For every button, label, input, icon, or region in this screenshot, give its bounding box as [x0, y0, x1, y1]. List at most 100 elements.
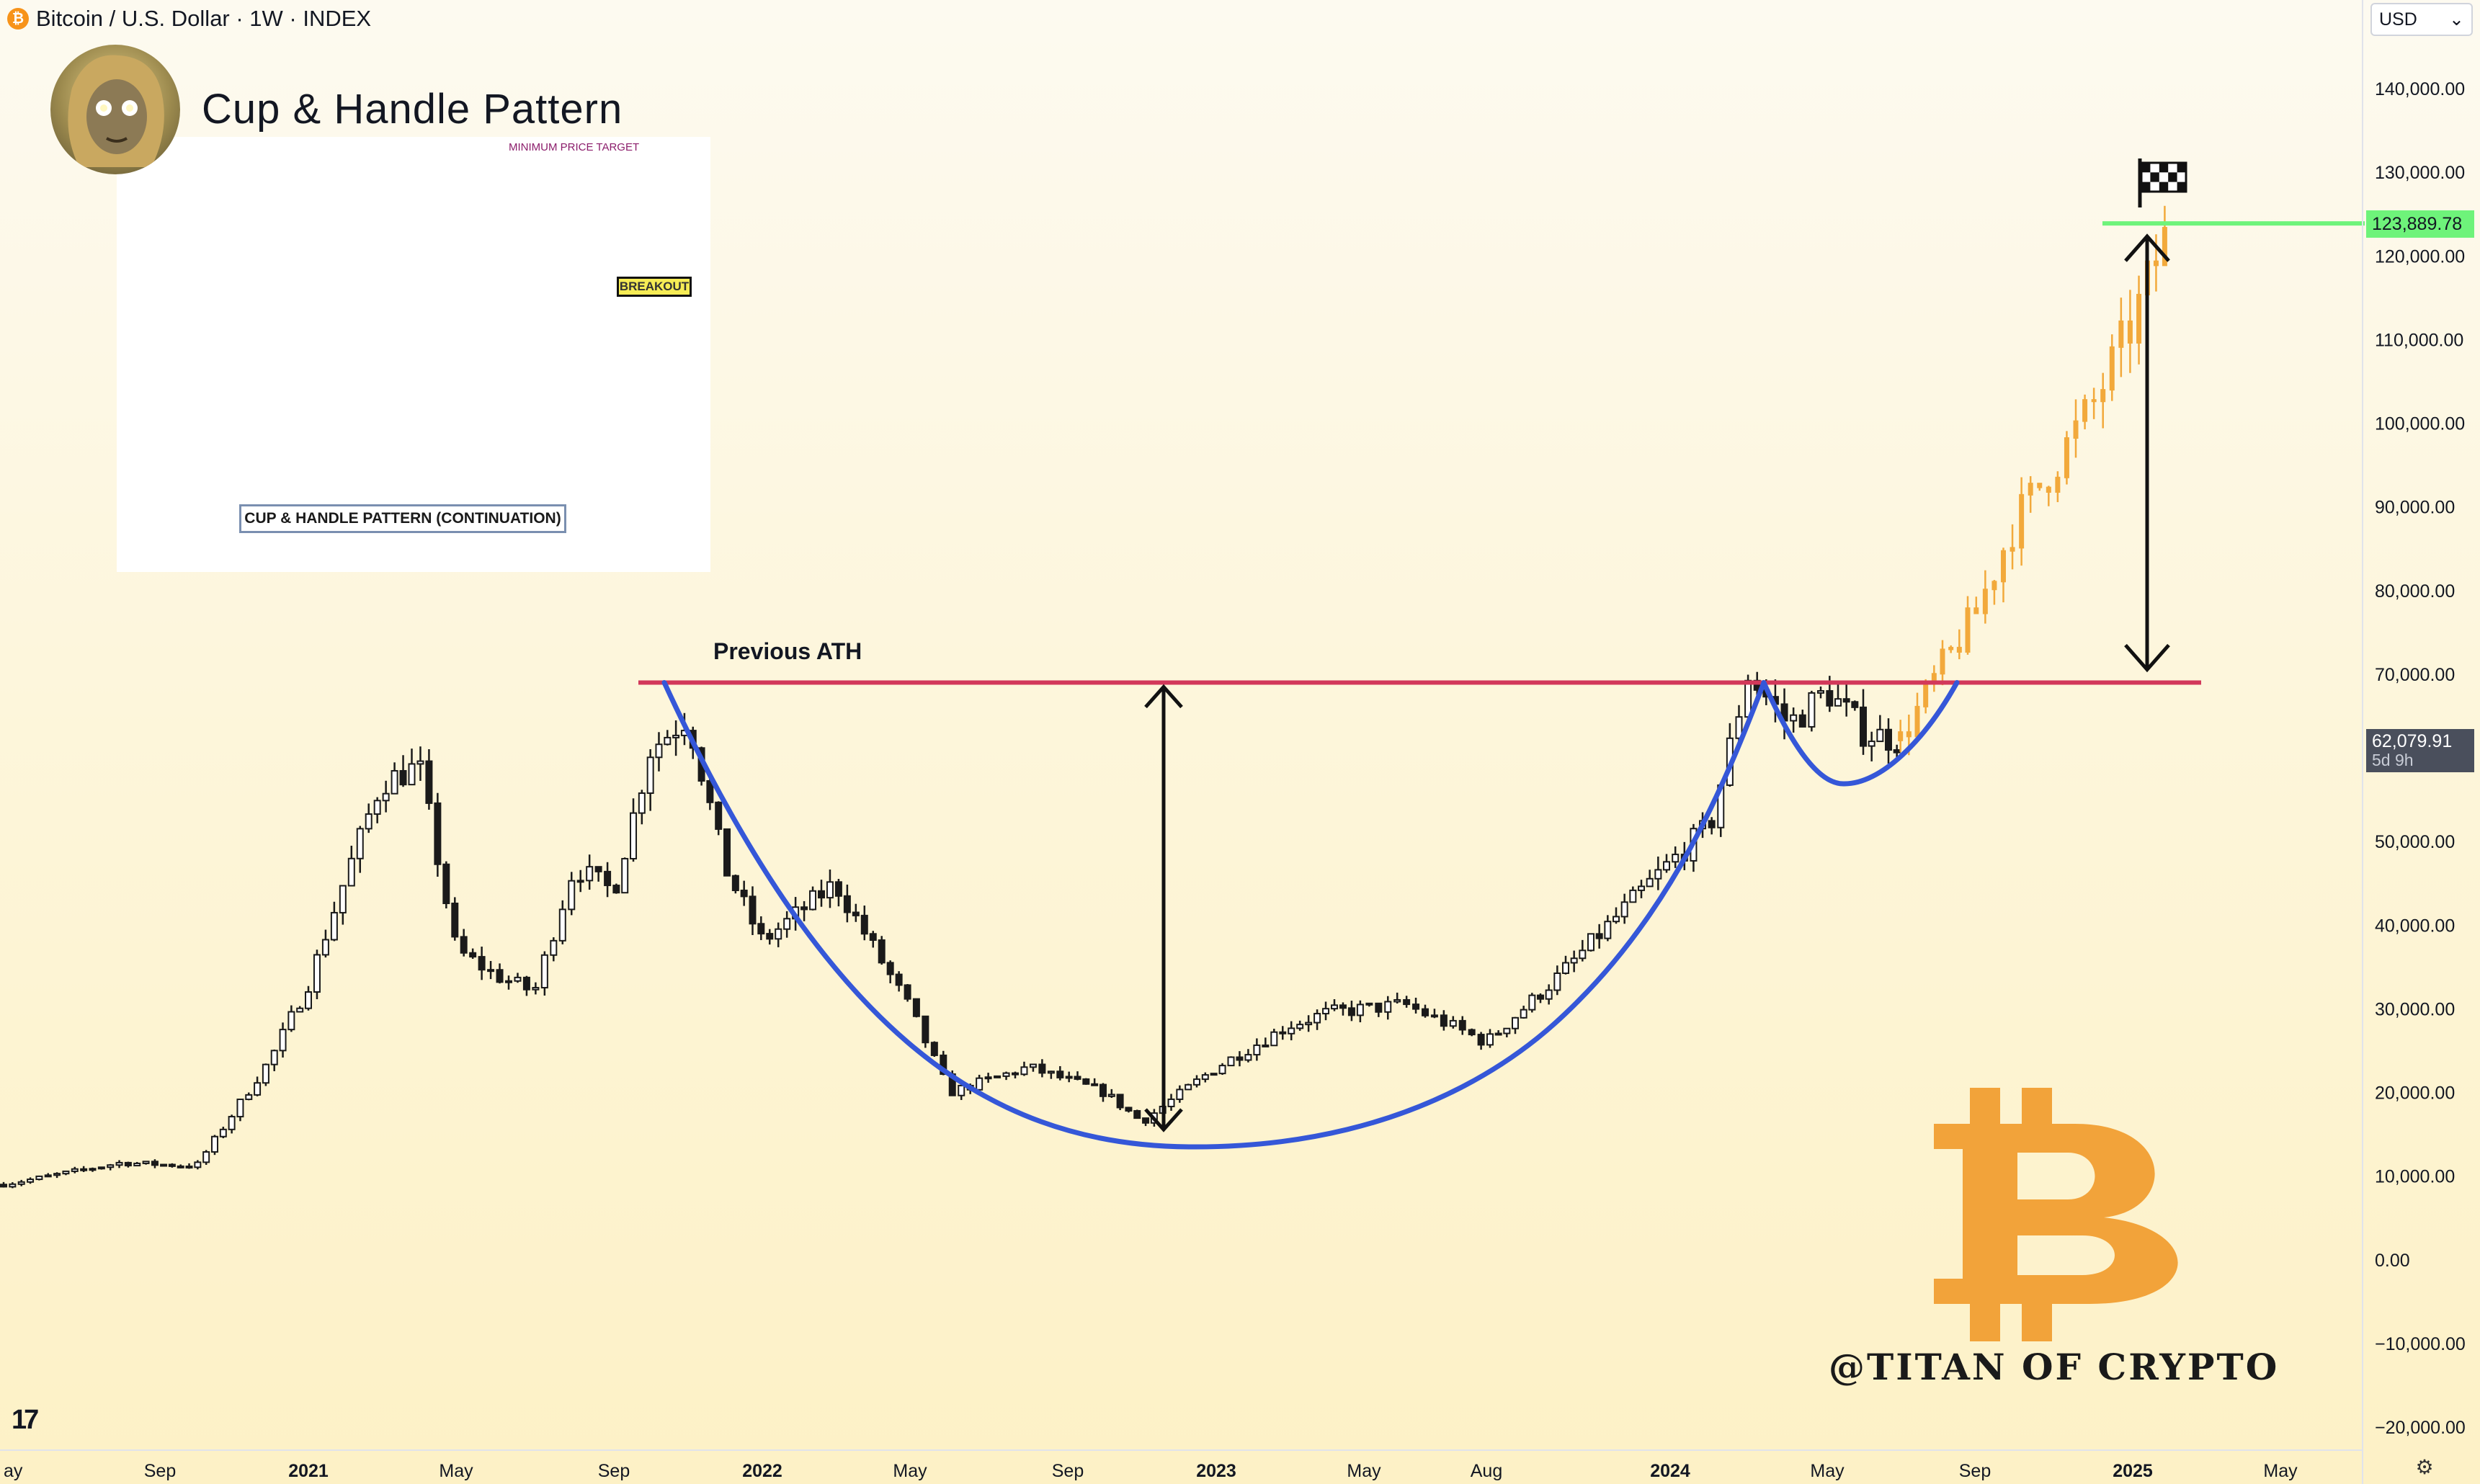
candle-body: [1331, 1004, 1338, 1010]
candle-1: [9, 1182, 17, 1189]
bar-countdown: 5d 9h: [2372, 751, 2414, 769]
candle-98: [852, 903, 860, 922]
candle-body: [1579, 949, 1587, 960]
inset-breakout-label: BREAKOUT: [617, 277, 692, 297]
candle-215: [1876, 715, 1884, 743]
candle-47: [408, 748, 416, 786]
candle-body: [878, 939, 886, 964]
candle-body: [1528, 994, 1536, 1011]
candle-body: [1125, 1107, 1133, 1112]
projection-candle-2: [1914, 692, 1920, 740]
candle-body: [749, 895, 757, 925]
time-tick-label: Sep: [1052, 1461, 1084, 1481]
candle-157: [1365, 1002, 1373, 1007]
candle-113: [984, 1073, 992, 1083]
candle-73: [638, 790, 646, 825]
candle-body: [142, 1161, 150, 1164]
candle-body: [800, 906, 808, 911]
candle-body: [133, 1162, 141, 1167]
candle-body: [723, 828, 731, 877]
candle-100: [869, 931, 877, 948]
candle-166: [1449, 1016, 1457, 1029]
candle-82: [715, 801, 723, 836]
candle-body: [1477, 1034, 1485, 1046]
time-tick-label: 2023: [1196, 1461, 1236, 1481]
target-arrow-head-bottom: [2124, 643, 2170, 673]
time-tick-label: ay: [4, 1461, 23, 1481]
candle-body: [2000, 550, 2006, 583]
candle-191: [1663, 854, 1670, 873]
price-tick-label: 80,000.00: [2375, 581, 2455, 602]
time-tick-label: Aug: [1471, 1461, 1502, 1481]
candle-body: [168, 1163, 176, 1167]
candle-body: [1613, 916, 1620, 923]
current-price-tag: 62,079.91 5d 9h: [2366, 729, 2474, 772]
candle-40: [347, 845, 355, 887]
candle-body: [1948, 646, 1954, 651]
candle-body: [1313, 1013, 1321, 1024]
candle-90: [783, 911, 791, 938]
candle-55: [478, 947, 486, 980]
candle-77: [672, 720, 680, 756]
inset-target-label: MINIMUM PRICE TARGET: [509, 141, 640, 153]
chevron-down-icon: ⌄: [2449, 9, 2464, 30]
projection-candle-14: [2019, 477, 2025, 566]
candle-130: [1133, 1109, 1141, 1119]
candle-body: [478, 956, 486, 971]
candle-28: [245, 1092, 253, 1101]
candle-140: [1218, 1063, 1226, 1076]
currency-label: USD: [2379, 9, 2417, 30]
candle-96: [834, 879, 842, 907]
time-tick-label: 2021: [288, 1461, 329, 1481]
candle-62: [540, 951, 548, 996]
candle-body: [922, 1015, 929, 1044]
price-tick-label: 40,000.00: [2375, 916, 2455, 936]
candle-body: [1816, 690, 1824, 694]
candle-body: [1503, 1027, 1511, 1034]
projection-candle-26: [2127, 290, 2133, 373]
candle-body: [2082, 399, 2088, 422]
candle-body: [1012, 1072, 1019, 1076]
candle-155: [1347, 1001, 1355, 1022]
candle-139: [1210, 1073, 1218, 1076]
candle-86: [749, 886, 757, 936]
currency-select[interactable]: USD ⌄: [2370, 3, 2473, 36]
candle-body: [1403, 998, 1411, 1006]
candle-87: [757, 916, 765, 940]
candle-body: [706, 779, 714, 803]
candle-body: [80, 1168, 88, 1171]
candle-162: [1412, 997, 1420, 1014]
projection-candle-5: [1940, 640, 1945, 686]
candle-0: [0, 1181, 7, 1188]
symbol-title: Bitcoin / U.S. Dollar · 1W · INDEX: [36, 6, 372, 31]
candle-16: [142, 1161, 150, 1165]
candle-178: [1553, 965, 1561, 996]
candle-93: [809, 886, 817, 911]
candle-body: [2127, 320, 2133, 344]
time-axis[interactable]: ay Sep 2021 May Sep 2022 May Sep 2023 May Aug 2024 M…: [4, 1461, 2298, 1481]
candle-115: [1002, 1071, 1010, 1081]
candle-body: [194, 1161, 202, 1168]
candle-4: [35, 1175, 43, 1181]
candle-body: [994, 1075, 1002, 1078]
gear-icon[interactable]: ⚙: [2415, 1456, 2434, 1478]
candle-body: [1384, 1001, 1392, 1013]
candle-body: [210, 1135, 218, 1153]
tradingview-logo-icon[interactable]: 17: [12, 1405, 39, 1435]
flag-check: [2159, 182, 2169, 192]
candle-body: [766, 933, 774, 940]
candle-body: [2109, 346, 2115, 391]
projection-candle-23: [2100, 372, 2106, 429]
symbol-header[interactable]: ₿ Bitcoin / U.S. Dollar · 1W · INDEX: [7, 4, 371, 33]
candle-body: [1620, 901, 1628, 918]
btc-logo-glyph: [1934, 1124, 2178, 1304]
candle-body: [1790, 714, 1798, 722]
candle-body: [321, 939, 329, 956]
candle-body: [279, 1029, 287, 1052]
candle-71: [621, 857, 629, 894]
candle-171: [1494, 1030, 1502, 1036]
candle-body: [1449, 1019, 1457, 1027]
candle-149: [1296, 1020, 1304, 1031]
candle-body: [373, 800, 381, 815]
candle-189: [1646, 870, 1654, 888]
